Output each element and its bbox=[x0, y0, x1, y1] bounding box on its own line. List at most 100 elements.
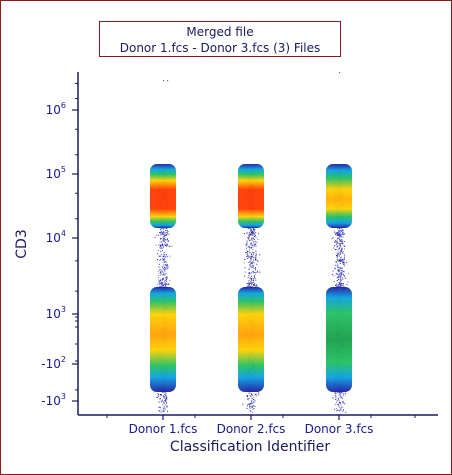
scatter-dot bbox=[158, 255, 160, 257]
scatter-dot bbox=[332, 274, 334, 275]
scatter-dot bbox=[160, 238, 161, 240]
scatter-dot bbox=[163, 260, 165, 262]
scatter-dot bbox=[160, 281, 162, 283]
scatter-dot bbox=[255, 254, 257, 256]
scatter-dot bbox=[163, 80, 165, 82]
scatter-dot bbox=[337, 232, 339, 234]
scatter-dot bbox=[163, 258, 165, 260]
scatter-dot bbox=[347, 281, 349, 283]
chart-title-line2: Donor 1.fcs - Donor 3.fcs (3) Files bbox=[119, 41, 321, 55]
scatter-dot bbox=[337, 254, 338, 256]
scatter-dot bbox=[252, 246, 254, 248]
scatter-dot bbox=[251, 397, 253, 399]
scatter-dot bbox=[166, 277, 168, 279]
scatter-dot bbox=[165, 398, 167, 400]
scatter-dot bbox=[164, 244, 166, 246]
scatter-dot bbox=[339, 276, 341, 278]
scatter-dot bbox=[251, 278, 253, 279]
scatter-dot bbox=[338, 283, 340, 285]
scatter-dot bbox=[164, 280, 166, 281]
scatter-dot bbox=[258, 392, 260, 394]
scatter-dot bbox=[253, 272, 255, 273]
scatter-dot bbox=[333, 267, 335, 269]
scatter-dot bbox=[344, 248, 346, 250]
scatter-dot bbox=[247, 396, 248, 398]
scatter-dot bbox=[341, 279, 342, 281]
scatter-dot bbox=[158, 406, 160, 408]
scatter-dot bbox=[162, 250, 163, 251]
scatter-dot bbox=[333, 232, 335, 233]
scatter-dot bbox=[341, 270, 343, 272]
scatter-dot bbox=[253, 262, 255, 264]
scatter-dot bbox=[159, 398, 161, 400]
scatter-dot bbox=[163, 262, 165, 263]
scatter-dot bbox=[166, 278, 167, 280]
scatter-dot bbox=[252, 252, 254, 253]
scatter-dot bbox=[163, 397, 165, 399]
scatter-dot bbox=[248, 267, 250, 269]
scatter-dot bbox=[339, 253, 341, 255]
scatter-dot bbox=[165, 230, 167, 231]
scatter-dot bbox=[255, 253, 257, 255]
scatter-dot bbox=[161, 233, 163, 235]
scatter-dot bbox=[162, 253, 164, 255]
scatter-dot bbox=[339, 241, 341, 242]
scatter-dot bbox=[247, 403, 249, 405]
scatter-dot bbox=[248, 238, 250, 240]
scatter-dot bbox=[165, 234, 167, 236]
scatter-dot bbox=[164, 264, 166, 266]
scatter-dot bbox=[247, 285, 249, 287]
scatter-dot bbox=[157, 277, 159, 279]
scatter-dot bbox=[166, 283, 168, 285]
scatter-dot bbox=[163, 268, 165, 270]
scatter-dot bbox=[338, 404, 340, 406]
scatter-dot bbox=[254, 256, 256, 258]
scatter-dot bbox=[347, 272, 349, 274]
scatter-dot bbox=[166, 254, 167, 256]
scatter-dot bbox=[166, 406, 168, 408]
density-blobs bbox=[150, 164, 352, 392]
y-tick-label: 103 bbox=[46, 305, 66, 321]
scatter-dot bbox=[160, 247, 162, 249]
scatter-dot bbox=[166, 284, 168, 286]
scatter-dot bbox=[250, 393, 252, 395]
scatter-dot bbox=[339, 283, 341, 285]
scatter-dot bbox=[163, 245, 164, 247]
scatter-dot bbox=[252, 261, 254, 263]
scatter-dot bbox=[160, 394, 161, 395]
scatter-dot bbox=[160, 401, 162, 403]
scatter-dot bbox=[161, 400, 163, 402]
scatter-dot bbox=[165, 283, 167, 285]
scatter-dot bbox=[337, 228, 339, 230]
scatter-dot bbox=[335, 264, 337, 266]
scatter-dot bbox=[161, 232, 163, 234]
scatter-dot bbox=[255, 271, 257, 273]
scatter-dot bbox=[162, 243, 164, 245]
scatter-dot bbox=[155, 396, 157, 398]
scatter-dot bbox=[336, 246, 338, 248]
scatter-dot bbox=[254, 406, 256, 407]
scatter-dot bbox=[335, 392, 337, 394]
scatter-dot bbox=[337, 391, 339, 393]
scatter-dot bbox=[248, 393, 250, 394]
scatter-dot bbox=[167, 406, 169, 408]
scatter-dot bbox=[345, 394, 346, 396]
scatter-dot bbox=[244, 271, 246, 273]
scatter-dot bbox=[157, 259, 158, 260]
scatter-dot bbox=[338, 273, 340, 275]
scatter-dot bbox=[161, 266, 163, 268]
scatter-dot bbox=[341, 282, 343, 284]
scatter-dot bbox=[251, 237, 252, 239]
scatter-dot bbox=[340, 404, 342, 406]
scatter-dot bbox=[336, 232, 338, 233]
scatter-dot bbox=[157, 271, 159, 273]
scatter-dot bbox=[166, 264, 168, 266]
scatter-dot bbox=[166, 401, 168, 403]
scatter-dot bbox=[161, 231, 163, 233]
scatter-dot bbox=[161, 241, 163, 243]
scatter-dot bbox=[169, 246, 171, 247]
scatter-dot bbox=[254, 273, 256, 275]
scatter-dot bbox=[343, 259, 345, 260]
scatter-dot bbox=[251, 234, 253, 236]
scatter-dot bbox=[248, 234, 250, 236]
